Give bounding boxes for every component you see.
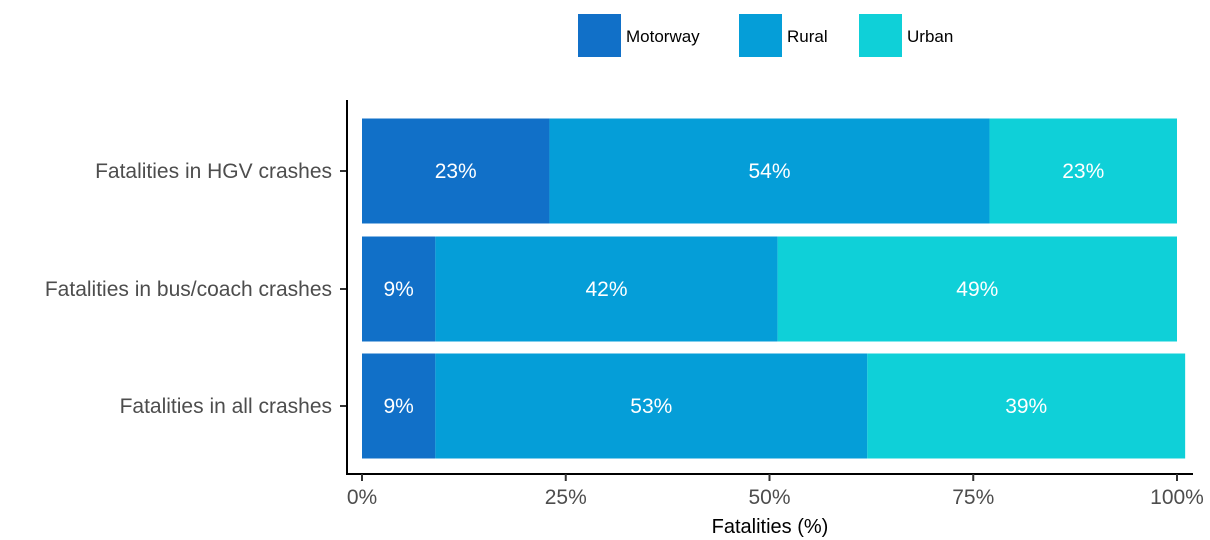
bar-segment-motorway-0 <box>362 118 550 224</box>
bar-segment-motorway-2 <box>362 353 436 459</box>
data-label: 42% <box>585 278 627 301</box>
data-label: 54% <box>748 160 790 183</box>
bar-segment-urban-0 <box>989 118 1177 224</box>
data-label: 23% <box>435 160 477 183</box>
x-tick-label: 0% <box>347 486 377 509</box>
bar-segment-motorway-1 <box>362 236 436 342</box>
legend-key-rural <box>739 14 782 57</box>
bar-segment-rural-2 <box>435 353 868 459</box>
legend-label-rural: Rural <box>787 27 828 46</box>
bar-segment-rural-1 <box>435 236 778 342</box>
y-tick-label: Fatalities in HGV crashes <box>95 160 332 183</box>
legend: Motorway Rural Urban <box>578 14 953 57</box>
x-tick-label: 75% <box>952 486 994 509</box>
legend-label-motorway: Motorway <box>626 27 700 46</box>
x-tick-label: 25% <box>545 486 587 509</box>
bar-segment-rural-0 <box>549 118 990 224</box>
x-axis-title: Fatalities (%) <box>712 516 829 538</box>
bar-segment-urban-1 <box>777 236 1177 342</box>
plot-area: 23% 54% 23% 9% 42% 49% 9% 53% 39% <box>362 118 1186 459</box>
data-label: 39% <box>1005 395 1047 418</box>
data-label: 53% <box>630 395 672 418</box>
legend-key-motorway <box>578 14 621 57</box>
legend-key-urban <box>859 14 902 57</box>
bar-segment-urban-2 <box>867 353 1186 459</box>
legend-label-urban: Urban <box>907 27 953 46</box>
x-tick-label: 100% <box>1150 486 1204 509</box>
data-label: 23% <box>1062 160 1104 183</box>
y-tick-label: Fatalities in bus/coach crashes <box>45 278 332 301</box>
data-label: 9% <box>383 278 413 301</box>
y-tick-label: Fatalities in all crashes <box>120 395 332 418</box>
axes: Fatalities in HGV crashes Fatalities in b… <box>45 100 1204 509</box>
x-tick-label: 50% <box>748 486 790 509</box>
data-label: 9% <box>383 395 413 418</box>
data-label: 49% <box>956 278 998 301</box>
